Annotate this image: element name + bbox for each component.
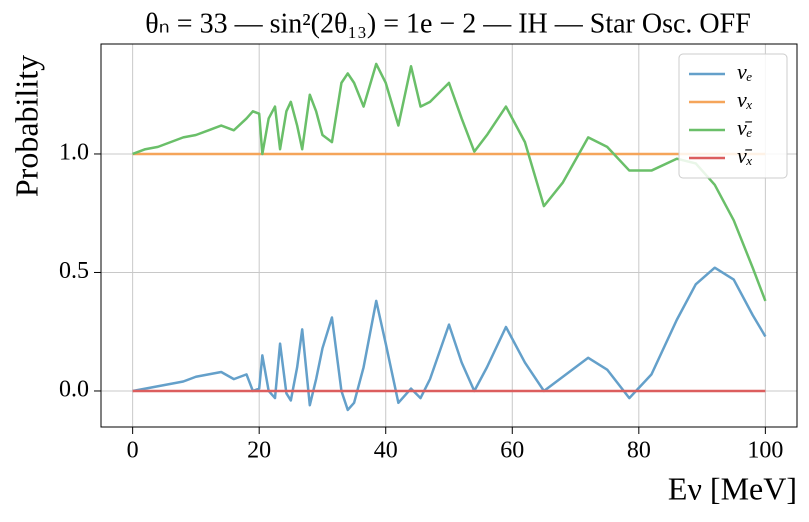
legend-label: ν̄ₑ <box>737 115 753 140</box>
x-axis-label: Eν [MeV] <box>668 470 797 506</box>
y-axis-label: Probability <box>8 55 44 197</box>
x-tick-label: 100 <box>747 438 783 464</box>
series-line <box>132 266 767 412</box>
legend-label: νₓ <box>737 87 753 112</box>
legend: νₑ νₓ ν̄ₑ ν̄ₓ <box>678 53 788 179</box>
x-tick-label: 80 <box>627 438 651 464</box>
plot-frame <box>100 43 798 428</box>
series-line <box>132 62 767 302</box>
y-tick-label: 1.0 <box>59 139 89 165</box>
y-tick-label: 0.5 <box>59 258 89 284</box>
chart-title: θₙ = 33 — sin²(2θ₁₃) = 1e − 2 — IH — Sta… <box>145 8 751 39</box>
x-tick-label: 0 <box>127 438 139 464</box>
legend-label: νₑ <box>737 59 753 84</box>
y-tick-label: 0.0 <box>59 376 89 402</box>
legend-box <box>678 53 788 179</box>
legend-label: ν̄ₓ <box>737 143 753 168</box>
x-tick-label: 20 <box>247 438 271 464</box>
x-tick-label: 40 <box>374 438 398 464</box>
x-tick-label: 60 <box>500 438 524 464</box>
